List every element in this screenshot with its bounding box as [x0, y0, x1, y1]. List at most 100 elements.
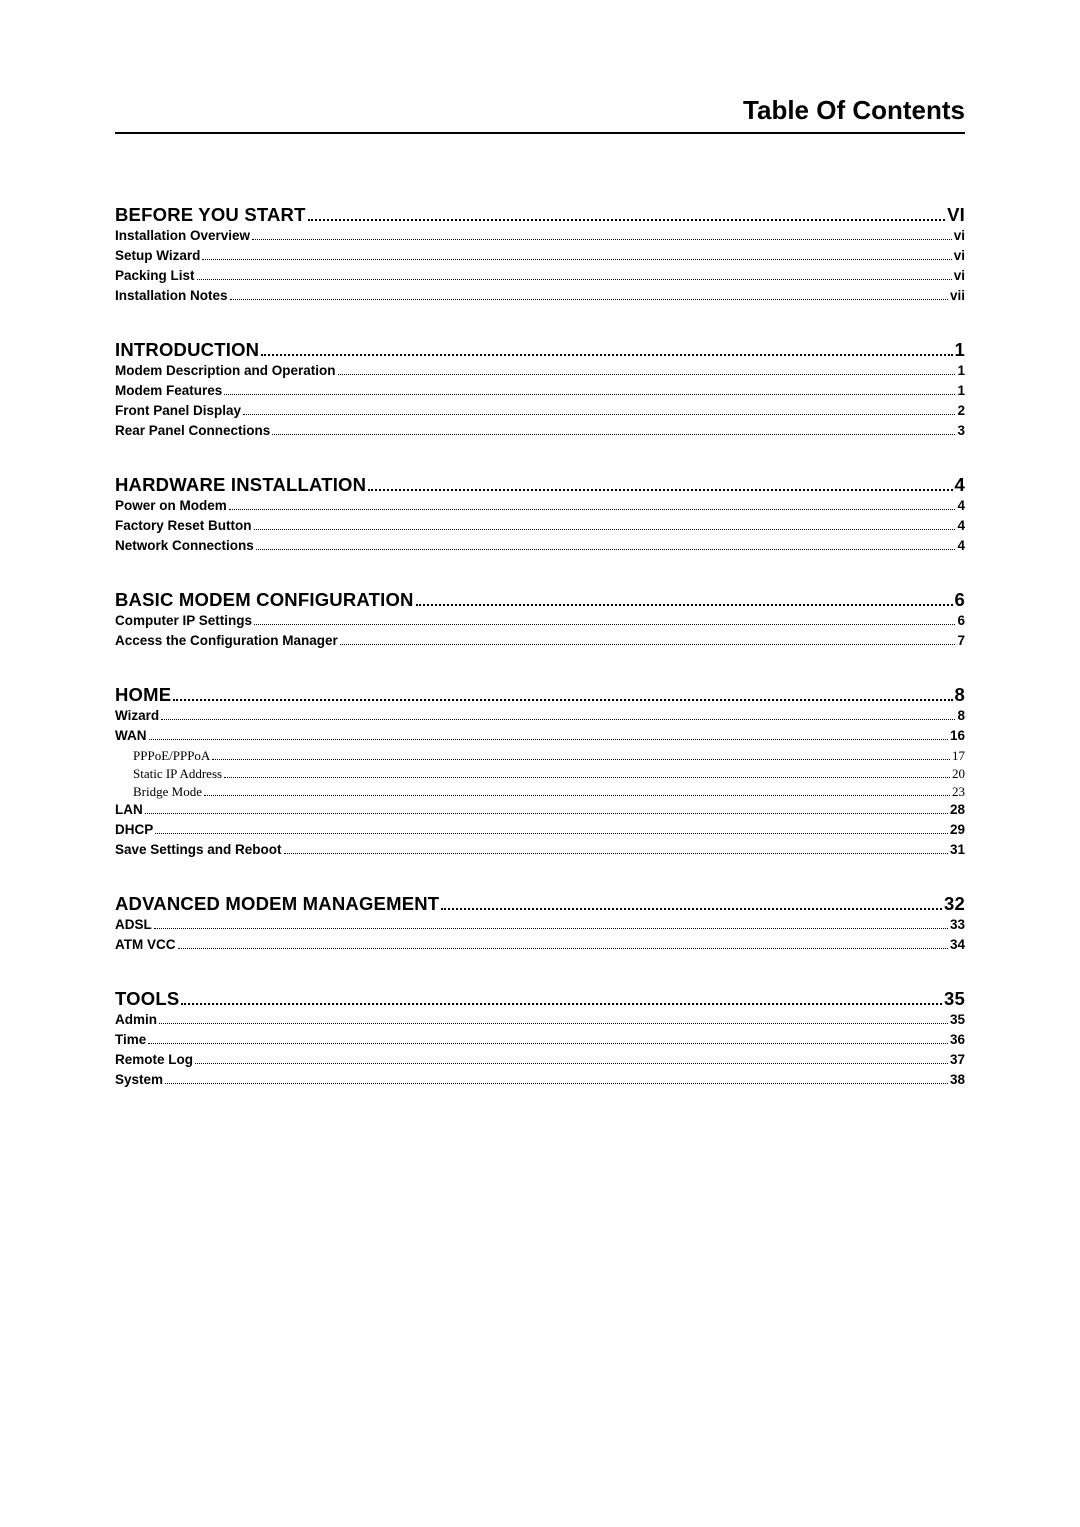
- toc-entry-level2: Admin 35: [115, 1012, 965, 1027]
- toc-label: Installation Overview: [115, 228, 250, 243]
- toc-section-home: HOME 8 Wizard 8 WAN 16 PPPoE/PPPoA 17 St…: [115, 684, 965, 857]
- toc-label: Static IP Address: [133, 766, 222, 783]
- toc-label: HARDWARE INSTALLATION: [115, 474, 366, 496]
- toc-leader-dots: [441, 894, 942, 910]
- toc-leader-dots: [340, 634, 956, 645]
- toc-page-number: 1: [957, 363, 965, 378]
- toc-page-number: 1: [955, 339, 966, 361]
- toc-entry-level3: PPPoE/PPPoA 17: [115, 748, 965, 765]
- toc-page-number: 38: [950, 1072, 965, 1087]
- toc-label: TOOLS: [115, 988, 179, 1010]
- toc-section-introduction: INTRODUCTION 1 Modem Description and Ope…: [115, 339, 965, 438]
- toc-page-number: 6: [955, 589, 966, 611]
- toc-label: Packing List: [115, 268, 195, 283]
- toc-entry-level2: Installation Overview vi: [115, 228, 965, 243]
- toc-label: LAN: [115, 802, 143, 817]
- toc-page-number: 17: [952, 748, 965, 765]
- toc-section-hardware-installation: HARDWARE INSTALLATION 4 Power on Modem 4…: [115, 474, 965, 553]
- toc-label: Modem Features: [115, 383, 222, 398]
- toc-entry-level2: Wizard 8: [115, 708, 965, 723]
- toc-entry-level1: INTRODUCTION 1: [115, 339, 965, 361]
- toc-leader-dots: [165, 1073, 948, 1084]
- toc-leader-dots: [338, 364, 956, 375]
- toc-leader-dots: [272, 424, 955, 435]
- toc-leader-dots: [197, 269, 952, 280]
- toc-entry-level2: Setup Wizard vi: [115, 248, 965, 263]
- toc-entry-level2: Front Panel Display 2: [115, 403, 965, 418]
- toc-entry-level2: Modem Description and Operation 1: [115, 363, 965, 378]
- toc-leader-dots: [229, 499, 956, 510]
- toc-entry-level2: Remote Log 37: [115, 1052, 965, 1067]
- toc-leader-dots: [155, 823, 948, 834]
- toc-entry-level2: Access the Configuration Manager 7: [115, 633, 965, 648]
- toc-section-tools: TOOLS 35 Admin 35 Time 36 Remote Log 37 …: [115, 988, 965, 1087]
- toc-page-number: 35: [944, 988, 965, 1010]
- page-title: Table Of Contents: [115, 95, 965, 134]
- toc-leader-dots: [308, 205, 945, 221]
- toc-page-number: 1: [957, 383, 965, 398]
- toc-entry-level3: Static IP Address 20: [115, 766, 965, 783]
- toc-page-number: 20: [952, 766, 965, 783]
- toc-label: ADSL: [115, 917, 152, 932]
- toc-leader-dots: [230, 289, 948, 300]
- toc-label: Access the Configuration Manager: [115, 633, 338, 648]
- toc-entry-level1: BEFORE YOU START VI: [115, 204, 965, 226]
- toc-page-number: 8: [955, 684, 966, 706]
- toc-leader-dots: [159, 1013, 948, 1024]
- toc-entry-level2: DHCP 29: [115, 822, 965, 837]
- toc-label: Setup Wizard: [115, 248, 200, 263]
- toc-entry-level2: Installation Notes vii: [115, 288, 965, 303]
- toc-label: BASIC MODEM CONFIGURATION: [115, 589, 414, 611]
- toc-page-number: 23: [952, 784, 965, 801]
- toc-label: Network Connections: [115, 538, 254, 553]
- toc-page-number: 3: [957, 423, 965, 438]
- toc-entry-level3: Bridge Mode 23: [115, 784, 965, 801]
- toc-leader-dots: [195, 1053, 948, 1064]
- toc-page-number: 6: [957, 613, 965, 628]
- toc-leader-dots: [145, 803, 948, 814]
- toc-page-number: VI: [947, 204, 965, 226]
- toc-entry-level2: Network Connections 4: [115, 538, 965, 553]
- toc-section-before-you-start: BEFORE YOU START VI Installation Overvie…: [115, 204, 965, 303]
- toc-leader-dots: [148, 1033, 948, 1044]
- toc-entry-level2: ATM VCC 34: [115, 937, 965, 952]
- toc-label: BEFORE YOU START: [115, 204, 306, 226]
- toc-page-number: vi: [954, 248, 965, 263]
- toc-label: Factory Reset Button: [115, 518, 252, 533]
- toc-page-number: 37: [950, 1052, 965, 1067]
- toc-page-number: 8: [957, 708, 965, 723]
- toc-leader-dots: [224, 384, 955, 395]
- toc-label: Installation Notes: [115, 288, 228, 303]
- toc-page-number: vi: [954, 228, 965, 243]
- toc-entry-level2: Factory Reset Button 4: [115, 518, 965, 533]
- toc-leader-dots: [204, 785, 950, 795]
- toc-label: Modem Description and Operation: [115, 363, 336, 378]
- toc-page-number: 7: [957, 633, 965, 648]
- toc-label: Admin: [115, 1012, 157, 1027]
- toc-label: Rear Panel Connections: [115, 423, 270, 438]
- toc-page-number: 4: [957, 538, 965, 553]
- toc-entry-level2: Save Settings and Reboot 31: [115, 842, 965, 857]
- toc-entry-level1: BASIC MODEM CONFIGURATION 6: [115, 589, 965, 611]
- toc-leader-dots: [243, 404, 955, 415]
- toc-leader-dots: [149, 729, 948, 740]
- toc-label: DHCP: [115, 822, 153, 837]
- toc-entry-level2: ADSL 33: [115, 917, 965, 932]
- toc-label: Save Settings and Reboot: [115, 842, 282, 857]
- toc-page-number: 36: [950, 1032, 965, 1047]
- toc-entry-level2: LAN 28: [115, 802, 965, 817]
- toc-label: Bridge Mode: [133, 784, 202, 801]
- toc-leader-dots: [202, 249, 951, 260]
- toc-label: Power on Modem: [115, 498, 227, 513]
- toc-entry-level2: Rear Panel Connections 3: [115, 423, 965, 438]
- toc-label: System: [115, 1072, 163, 1087]
- toc-leader-dots: [178, 938, 948, 949]
- toc-entry-level1: TOOLS 35: [115, 988, 965, 1010]
- toc-label: Time: [115, 1032, 146, 1047]
- toc-entry-level2: Packing List vi: [115, 268, 965, 283]
- toc-label: ADVANCED MODEM MANAGEMENT: [115, 893, 439, 915]
- toc-label: INTRODUCTION: [115, 339, 259, 361]
- toc-leader-dots: [256, 539, 956, 550]
- toc-page-number: vii: [950, 288, 965, 303]
- toc-section-advanced-modem-management: ADVANCED MODEM MANAGEMENT 32 ADSL 33 ATM…: [115, 893, 965, 952]
